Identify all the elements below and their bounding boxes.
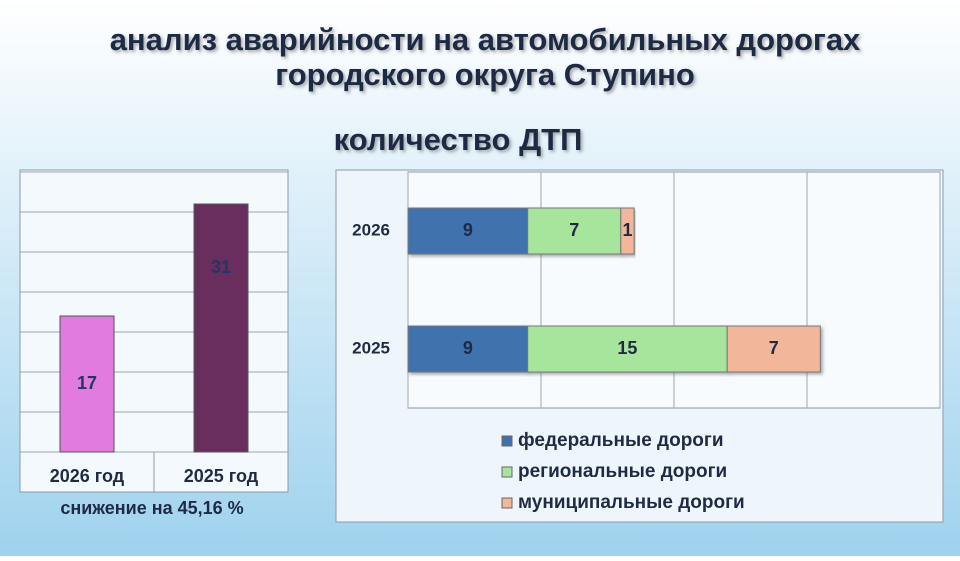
y-tick-label: 2025 [352,338,390,357]
bar-segment [726,325,821,373]
legend-swatch [501,435,513,447]
data-label: 15 [617,338,637,358]
legend-swatch [501,497,513,509]
data-label: 9 [463,220,473,240]
bar-segment [620,207,635,255]
data-label: 17 [77,373,97,393]
data-label: 31 [211,257,231,277]
bar [59,315,115,453]
data-label: 7 [569,220,579,240]
title-line: городского округа Ступино [275,57,695,92]
bar-segment [527,207,622,255]
bar-segment [527,325,728,373]
legend-label: региональные дороги [518,461,727,482]
data-label: 1 [622,220,632,240]
x-tick-label: 2026 год [50,466,125,486]
subtitle: количество ДТП [334,122,583,157]
y-tick-label: 2026 [352,220,390,239]
x-tick-label: 2025 год [184,466,259,486]
data-label: 9 [463,338,473,358]
legend-swatch [501,466,513,478]
title-line: анализ аварийности на автомобильных доро… [110,22,861,57]
annotation: снижение на 45,16 % [60,498,243,518]
data-label: 7 [769,338,779,358]
legend-label: федеральные дороги [518,430,724,451]
bar [193,203,249,453]
legend-label: муниципальные дороги [518,492,745,513]
